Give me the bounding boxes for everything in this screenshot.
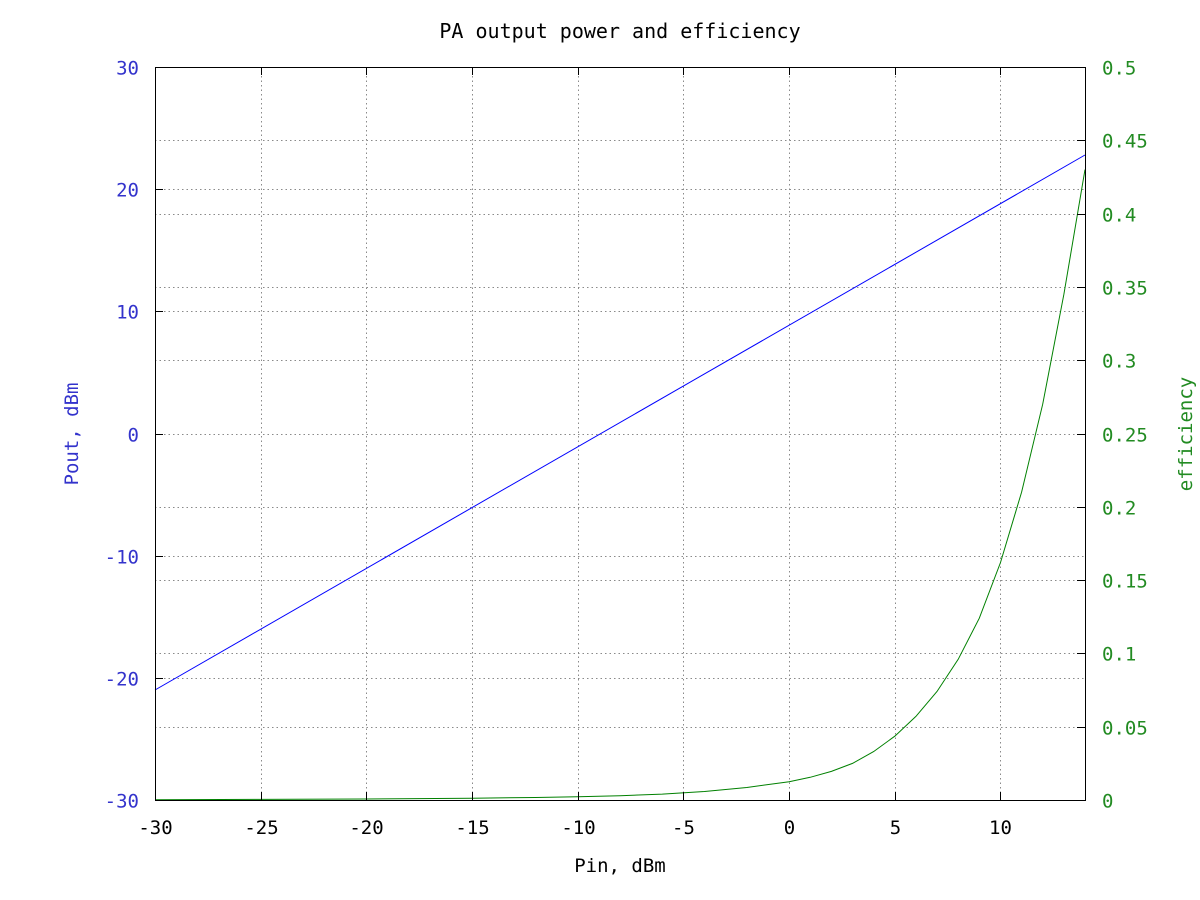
chart-title: PA output power and efficiency (439, 19, 800, 43)
ticks: -30 -25 -20 -15 -10 -5 0 5 10 -30 -20 -10 0 10 20 30 0 0.… (105, 58, 1148, 840)
y2-tick-label: 0.4 (1102, 205, 1136, 227)
y-tick-label: 10 (116, 302, 139, 324)
grid (155, 67, 1085, 800)
y2-tick-label: 0.45 (1102, 131, 1148, 153)
x-tick-label: -15 (455, 817, 489, 839)
y-tick-label: -20 (105, 669, 139, 691)
y2-axis-label: efficiency (1175, 377, 1197, 491)
y-tick-label: -10 (105, 547, 139, 569)
x-tick-label: -20 (349, 817, 383, 839)
y2-tick-label: 0 (1102, 791, 1113, 813)
x-tick-label: 0 (784, 817, 795, 839)
y-tick-label: 20 (116, 180, 139, 202)
y2-tick-label: 0.1 (1102, 644, 1136, 666)
y2-tick-label: 0.35 (1102, 278, 1148, 300)
x-tick-label: -25 (244, 817, 278, 839)
y2-tick-label: 0.05 (1102, 718, 1148, 740)
y2-tick-label: 0.15 (1102, 571, 1148, 593)
y-tick-label: -30 (105, 791, 139, 813)
x-tick-label: 5 (890, 817, 901, 839)
y-tick-label: 30 (116, 58, 139, 80)
pout-series-line (154, 154, 1086, 691)
series-layer (154, 154, 1086, 801)
y2-tick-label: 0.2 (1102, 498, 1136, 520)
y2-tick-label: 0.25 (1102, 425, 1148, 447)
x-tick-label: -5 (672, 817, 695, 839)
x-tick-label: 10 (989, 817, 1012, 839)
y2-tick-label: 0.5 (1102, 58, 1136, 80)
x-tick-label: -30 (138, 817, 172, 839)
y-axis-label: Pout, dBm (61, 383, 83, 486)
x-axis-label: Pin, dBm (574, 855, 666, 877)
y2-tick-label: 0.3 (1102, 351, 1136, 373)
y-tick-label: 0 (128, 425, 139, 447)
efficiency-series-line (154, 169, 1086, 801)
x-tick-label: -10 (561, 817, 595, 839)
